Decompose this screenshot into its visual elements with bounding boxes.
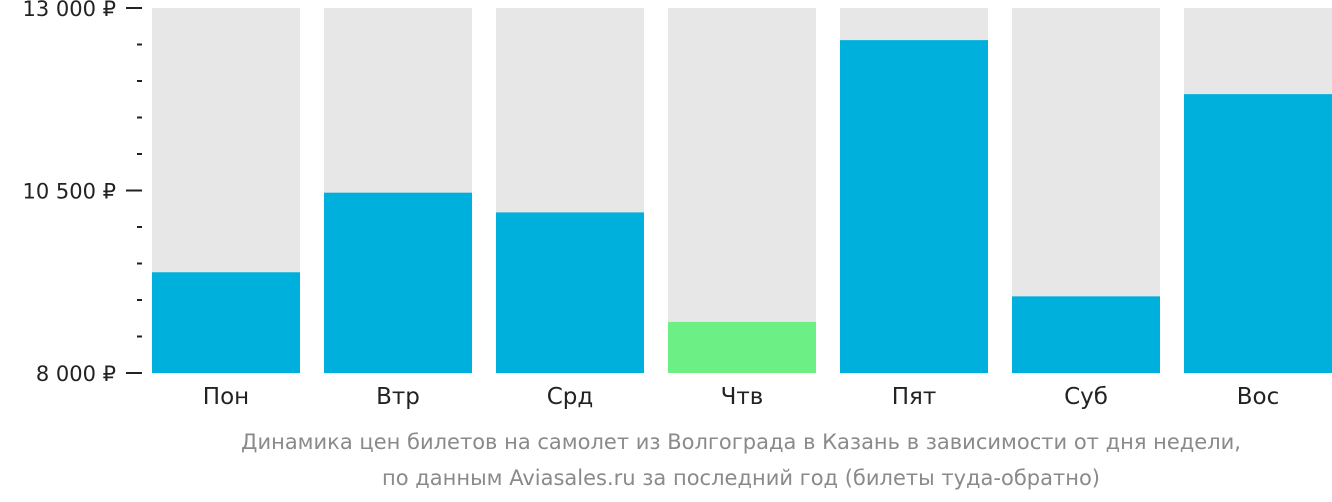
x-tick-label-3: Срд [547, 384, 594, 410]
bar-1 [152, 272, 300, 373]
y-tick-label-2: 10 500 ₽ [22, 180, 116, 204]
bar-6 [1012, 296, 1160, 373]
x-tick-label-5: Пят [892, 384, 937, 410]
bar-4 [668, 321, 816, 373]
x-tick-label-1: Пон [203, 384, 249, 410]
bar-2 [324, 192, 472, 373]
bar-3 [496, 212, 644, 373]
chart-caption-line-1: Динамика цен билетов на самолет из Волго… [241, 430, 1241, 454]
x-tick-label-7: Вос [1237, 384, 1280, 410]
bars [152, 40, 1332, 374]
x-tick-label-4: Чтв [721, 384, 764, 410]
x-axis: Пон Втр Срд Чтв Пят Суб Вос [203, 384, 1279, 410]
y-tick-label-3: 8 000 ₽ [36, 362, 116, 386]
y-axis: 13 000 ₽ 10 500 ₽ 8 000 ₽ [22, 0, 142, 386]
bar-7 [1184, 94, 1332, 373]
bar-5 [840, 40, 988, 374]
y-tick-label-1: 13 000 ₽ [22, 0, 116, 21]
chart-caption-line-2: по данным Aviasales.ru за последний год … [382, 466, 1100, 490]
bar-background-4 [668, 8, 816, 373]
x-tick-label-2: Втр [376, 384, 420, 410]
x-tick-label-6: Суб [1064, 384, 1108, 410]
